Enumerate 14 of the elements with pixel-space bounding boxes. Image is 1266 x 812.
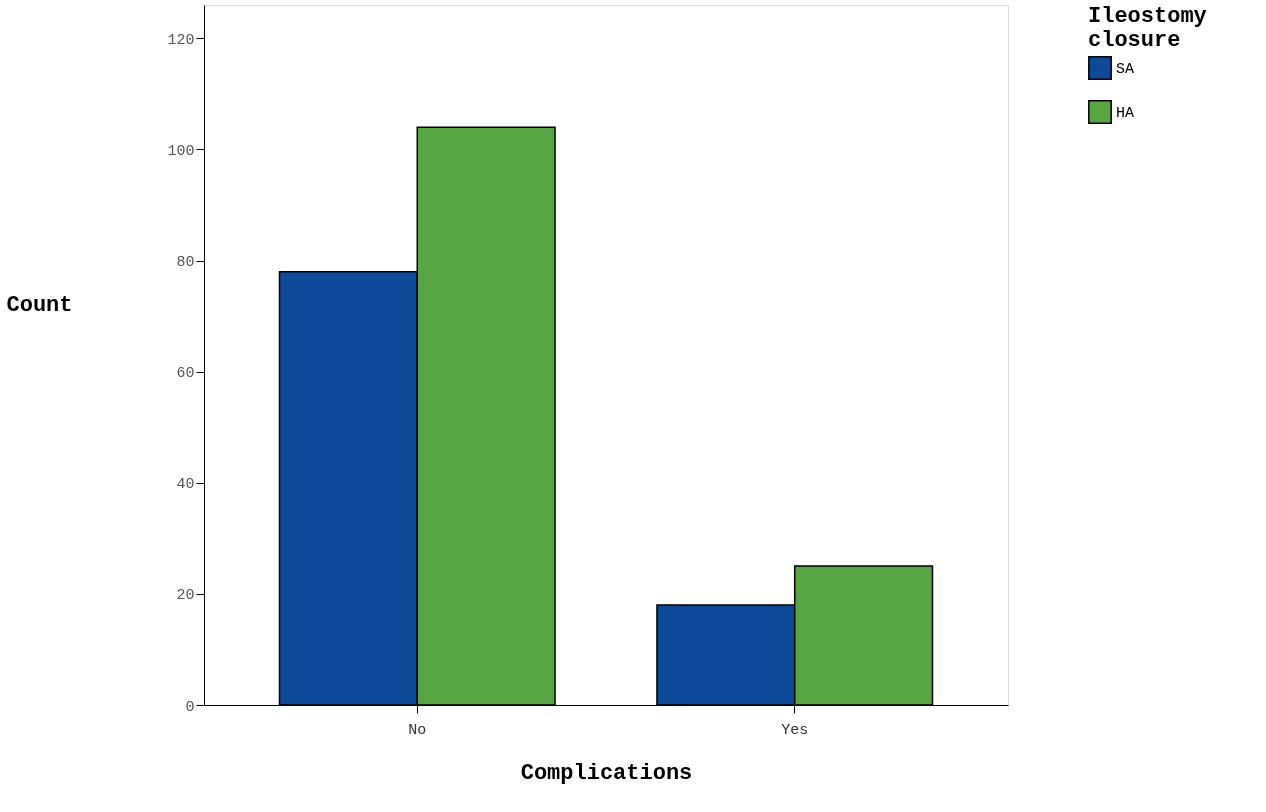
y-tick-label: 60 — [176, 365, 195, 383]
x-tick-label: No — [408, 721, 427, 739]
y-tick-label: 80 — [176, 254, 195, 272]
x-tick-label: Yes — [781, 721, 809, 739]
y-tick-label: 20 — [176, 587, 195, 605]
x-axis-title: Complications — [520, 760, 693, 786]
y-tick-label: 100 — [167, 142, 195, 160]
y-tick-label: 120 — [167, 31, 195, 49]
legend-label: HA — [1116, 105, 1135, 122]
legend-title: Ileostomy closure — [1088, 4, 1207, 53]
y-tick-label: 40 — [176, 476, 195, 494]
legend-label: SA — [1116, 61, 1135, 78]
y-axis-title: Count — [6, 292, 73, 318]
y-tick-label: 0 — [185, 698, 195, 716]
